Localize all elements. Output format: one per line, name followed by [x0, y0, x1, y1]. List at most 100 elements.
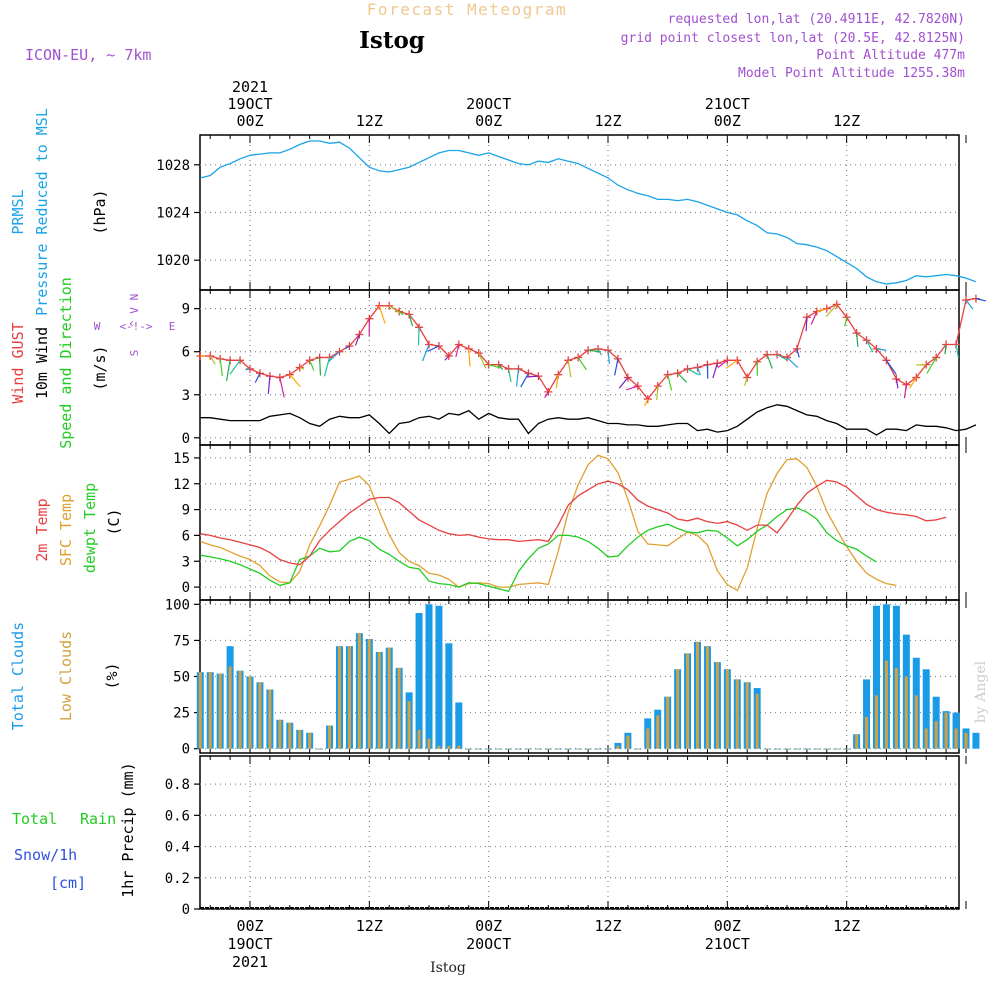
- bottom-time-label: 19OCT: [227, 935, 272, 953]
- low-cloud-bar: [626, 735, 630, 749]
- wind-direction-arrow: [520, 372, 529, 388]
- top-time-label: 00Z: [714, 112, 741, 130]
- grid-point-coords: grid point closest lon,lat (20.5E, 42.81…: [621, 31, 965, 46]
- wind-direction-arrow: [388, 305, 401, 314]
- y-tick-label: 9: [182, 503, 190, 519]
- y-tick-label: 0: [182, 431, 190, 447]
- low-cloud-bar: [805, 748, 809, 750]
- wind-direction-arrow: [398, 311, 404, 316]
- top-time-label: 20OCT: [466, 95, 511, 113]
- low-cloud-bar: [238, 670, 242, 749]
- pressure-line: [200, 140, 977, 285]
- wind-direction-arrow: [810, 311, 818, 325]
- wind-label-gust: Wind GUST: [9, 322, 27, 403]
- low-cloud-bar: [914, 695, 918, 749]
- low-cloud-bar: [367, 638, 371, 749]
- requested-coords: requested lon,lat (20.4911E, 42.7820N): [668, 12, 965, 27]
- gust-marker: [474, 349, 483, 358]
- low-cloud-bar: [208, 672, 212, 749]
- low-cloud-bar: [338, 646, 341, 749]
- y-tick-label: 100: [165, 597, 190, 613]
- precip-label-total: Total: [12, 810, 57, 828]
- y-tick-label: 3: [182, 388, 190, 404]
- low-cloud-bar: [765, 748, 769, 750]
- wind-direction-arrow: [895, 378, 899, 389]
- compass-west: W: [94, 320, 101, 333]
- wind-direction-arrow: [597, 348, 603, 356]
- credit-watermark: by Angel: [973, 660, 989, 723]
- wind-direction-arrow: [667, 374, 673, 391]
- model-label: ICON-EU, ~ 7km: [25, 46, 151, 64]
- temp-2m-line: [200, 479, 947, 566]
- wind-direction-arrow: [687, 368, 700, 376]
- wind-direction-arrow: [776, 354, 787, 361]
- bottom-time-label: 12Z: [833, 917, 860, 935]
- wind-direction-arrow: [309, 360, 315, 371]
- low-cloud-bar: [407, 701, 411, 749]
- low-cloud-bar: [745, 682, 749, 749]
- low-cloud-bar: [606, 748, 610, 750]
- wind-direction-arrow: [588, 349, 600, 353]
- y-tick-label: 0.8: [165, 777, 190, 793]
- gust-marker: [405, 310, 414, 319]
- wind-direction-arrow: [903, 384, 907, 399]
- gust-marker: [425, 340, 433, 349]
- wind-direction-arrow: [444, 355, 450, 361]
- pressure-label-msl: Pressure Reduced to MSL: [33, 108, 51, 316]
- precip-axis-label: 1hr Precip (mm): [119, 762, 137, 897]
- wind-direction-arrow: [786, 357, 799, 369]
- wind-direction-arrow: [417, 327, 420, 346]
- wind-direction-arrow: [245, 368, 251, 371]
- wind-series: [196, 294, 986, 436]
- wind-direction-arrow: [279, 377, 285, 398]
- low-cloud-bar: [705, 646, 709, 749]
- wind-direction-arrow: [677, 372, 688, 383]
- low-cloud-bar: [944, 712, 948, 749]
- wind-direction-arrow: [478, 352, 487, 369]
- model-altitude: Model Point Altitude 1255.38m: [738, 66, 965, 81]
- wind-direction-arrow: [526, 375, 539, 378]
- temp-label-sfc: SFC Temp: [57, 494, 75, 566]
- y-tick-label: 6: [182, 528, 190, 544]
- wind-direction-arrow: [955, 344, 960, 358]
- low-cloud-bar: [546, 748, 550, 750]
- low-cloud-bar: [815, 748, 819, 750]
- low-cloud-bar: [387, 647, 391, 749]
- precip-panel-frame: [199, 755, 960, 910]
- wind-direction-arrow: [267, 376, 271, 394]
- wind-direction-arrow: [876, 348, 887, 351]
- low-cloud-bar: [934, 721, 938, 749]
- wind-direction-arrow: [468, 348, 471, 367]
- total-cloud-bar: [922, 669, 930, 749]
- low-cloud-bar: [328, 725, 332, 749]
- wind-direction-arrow: [607, 350, 611, 364]
- y-tick-label: 0: [182, 580, 190, 596]
- y-tick-label: 75: [173, 633, 190, 649]
- wind-direction-arrow: [926, 357, 937, 374]
- top-time-label: 19OCT: [227, 95, 272, 113]
- wind-direction-arrow: [544, 391, 549, 398]
- clouds-unit: (%): [103, 662, 121, 689]
- y-tick-label: 50: [173, 670, 190, 686]
- wind-direction-arrow: [427, 345, 440, 352]
- low-cloud-bar: [884, 660, 888, 749]
- wind-direction-arrow: [289, 374, 301, 387]
- wind-direction-arrow: [378, 305, 386, 324]
- tick-layer: 102010241028036903691215025507510000.20.…: [156, 135, 967, 918]
- wind-direction-arrow: [555, 374, 559, 389]
- low-cloud-bar: [715, 662, 719, 749]
- y-tick-label: 25: [173, 706, 190, 722]
- gust-marker: [385, 301, 394, 310]
- y-tick-label: 12: [173, 477, 190, 493]
- low-cloud-bar: [427, 738, 431, 749]
- total-cloud-bar: [425, 604, 433, 749]
- low-cloud-bar: [576, 748, 580, 750]
- gust-marker: [882, 356, 891, 365]
- wind-direction-arrow: [323, 357, 331, 377]
- low-cloud-bar: [278, 719, 282, 749]
- gust-marker: [822, 304, 831, 313]
- wind-direction-arrow: [421, 344, 430, 362]
- gust-marker: [236, 356, 245, 365]
